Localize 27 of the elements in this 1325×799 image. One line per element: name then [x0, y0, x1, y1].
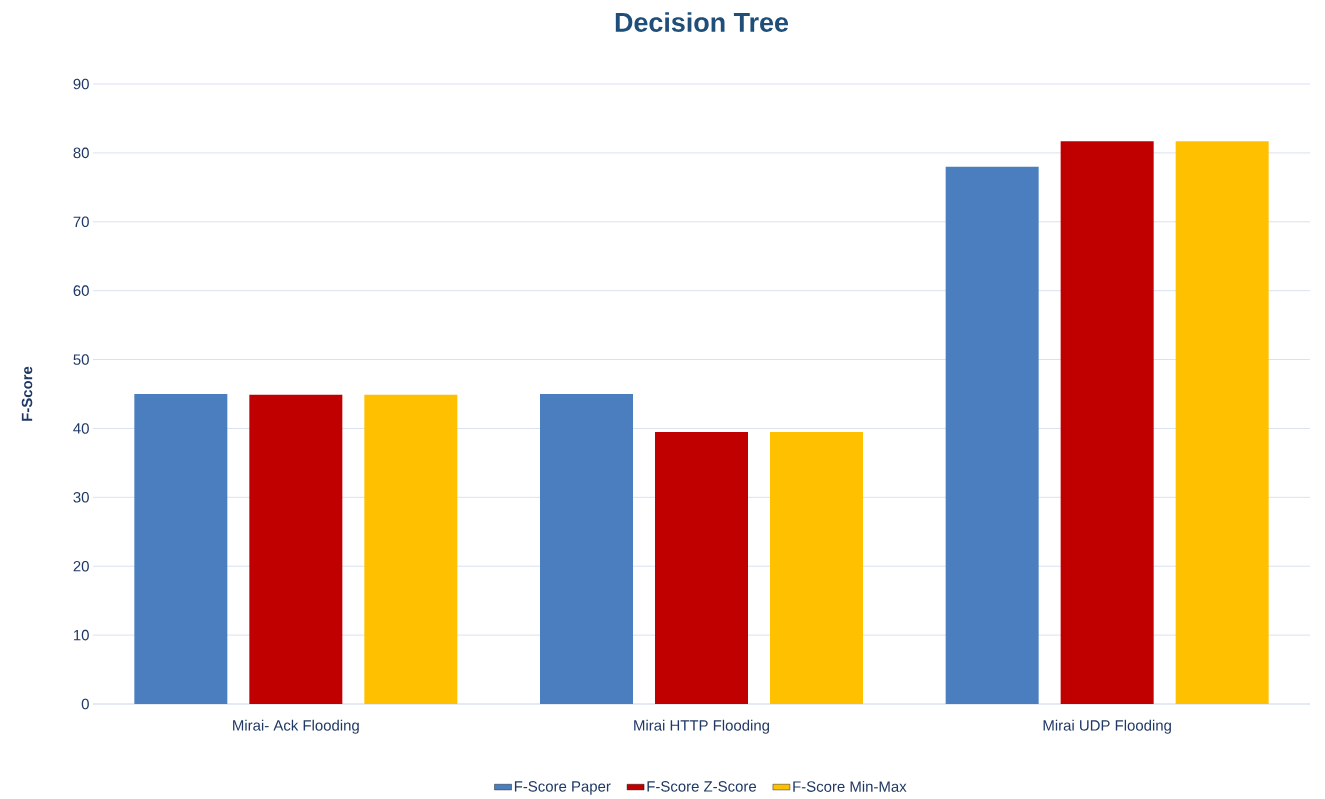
y-tick-label: 90: [73, 78, 89, 90]
y-tick-label: 80: [73, 147, 89, 159]
bar: [655, 431, 748, 704]
y-tick-label: 30: [73, 492, 89, 503]
bar: [364, 394, 458, 704]
y-tick-label: 40: [73, 423, 89, 434]
x-tick-label: Mirai UDP Flooding: [1043, 719, 1171, 734]
bar: [134, 394, 228, 704]
y-tick-label: 60: [73, 285, 89, 296]
bar: [770, 431, 863, 704]
bar: [540, 394, 633, 704]
x-tick-label: Mirai HTTP Flooding: [634, 719, 770, 734]
legend-label: F-Score Paper: [514, 781, 611, 795]
bar: [249, 394, 343, 704]
legend-label: F-Score Min-Max: [793, 780, 907, 792]
y-tick-label: 10: [74, 629, 89, 641]
chart-title: Decision Tree: [615, 12, 789, 32]
bar: [945, 166, 1039, 704]
legend-label: F-Score Z-Score: [647, 781, 757, 792]
y-tick-label: 50: [73, 354, 89, 365]
y-tick-label: 70: [73, 216, 89, 228]
x-tick-label: Mirai- Ack Flooding: [233, 719, 359, 734]
y-axis-title: F-Score: [21, 366, 33, 421]
bar: [1060, 141, 1154, 704]
y-tick-label: 20: [73, 560, 89, 572]
y-tick-label: 0: [81, 698, 89, 710]
bar: [1175, 141, 1269, 704]
